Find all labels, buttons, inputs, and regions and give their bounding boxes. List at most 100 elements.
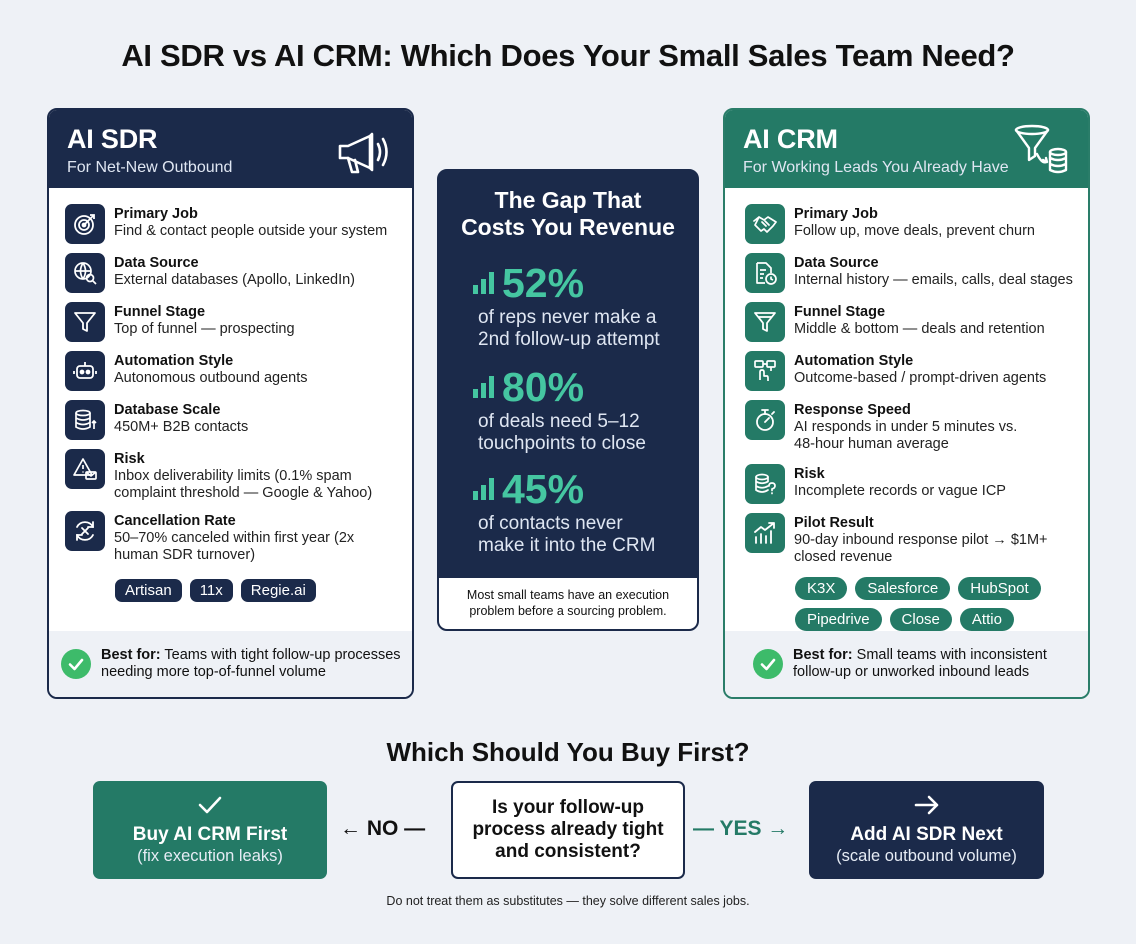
item-value: Internal history — emails, calls, deal s… <box>794 272 1073 288</box>
vendor-chip: HubSpot <box>958 577 1041 600</box>
gap-title: The Gap That Costs You Revenue <box>461 187 675 240</box>
list-item: Database Scale 450M+ B2B contacts <box>65 400 398 440</box>
item-label: Automation Style <box>114 353 234 369</box>
ai-sdr-best-for: Best for: Teams with tight follow-up pro… <box>49 631 412 697</box>
item-label: Data Source <box>794 255 879 271</box>
ai-crm-title: AI CRM <box>743 124 838 154</box>
list-item: Response Speed AI responds in under 5 mi… <box>745 400 1074 453</box>
ai-crm-card: AI CRM For Working Leads You Already Hav… <box>723 108 1090 699</box>
buy-crm-first-title: Buy AI CRM First <box>132 824 288 845</box>
workflow-icon <box>745 351 785 391</box>
item-value: Middle & bottom — deals and retention <box>794 321 1045 337</box>
item-value: Incomplete records or vague ICP <box>794 483 1006 499</box>
ai-sdr-card: AI SDR For Net-New Outbound Primary Job … <box>47 108 414 699</box>
warning-mail-icon <box>65 449 105 489</box>
arrow-right-icon <box>914 795 938 815</box>
best-for-label: Best for: <box>793 647 853 663</box>
list-item: Funnel Stage Top of funnel — prospecting <box>65 302 398 342</box>
footnote: Do not treat them as substitutes — they … <box>386 894 750 908</box>
item-value: 50–70% canceled within first year (2x hu… <box>114 530 355 563</box>
vendor-chip: K3X <box>795 577 848 600</box>
ai-crm-items: Primary Job Follow up, move deals, preve… <box>725 188 1088 566</box>
cancel-cycle-icon <box>65 511 105 551</box>
item-label: Primary Job <box>114 206 198 222</box>
item-value: Outcome-based / prompt-driven agents <box>794 370 1047 386</box>
list-item: Pilot Result 90-day inbound response pil… <box>745 513 1074 566</box>
item-value: Inbox deliverability limits (0.1% spam c… <box>114 468 373 501</box>
stat-item: 52% of reps never make a 2nd follow-up a… <box>473 261 688 351</box>
funnel-icon <box>745 302 785 342</box>
decision-question: Is your follow-up process already tight … <box>472 797 664 862</box>
vendor-chip: Pipedrive <box>795 608 882 631</box>
best-for-value: Teams with tight follow-up processes nee… <box>101 647 401 680</box>
ai-sdr-items: Primary Job Find & contact people outsid… <box>49 188 412 564</box>
handshake-icon <box>745 204 785 244</box>
yes-arrow-label: — YES → <box>693 817 789 840</box>
vendor-chip: Attio <box>959 608 1014 631</box>
checkmark-icon <box>198 796 222 814</box>
list-item: Risk Inbox deliverability limits (0.1% s… <box>65 449 398 502</box>
stat-item: 80% of deals need 5–12 touchpoints to cl… <box>473 365 668 455</box>
vendor-chip: Artisan <box>115 579 182 602</box>
megaphone-icon <box>338 132 388 174</box>
item-label: Automation Style <box>794 353 914 369</box>
buy-crm-first-subtitle: (fix execution leaks) <box>137 847 283 865</box>
ai-sdr-header: AI SDR For Net-New Outbound <box>49 110 412 188</box>
best-for-label: Best for: <box>101 647 161 663</box>
item-value: External databases (Apollo, LinkedIn) <box>114 272 356 288</box>
ai-crm-subtitle: For Working Leads You Already Have <box>743 159 1009 176</box>
ai-crm-vendor-chips: K3X Salesforce HubSpot Pipedrive Close A… <box>725 575 1088 631</box>
item-value: 90-day inbound response pilot → $1M+ clo… <box>794 532 1048 565</box>
funnel-icon <box>65 302 105 342</box>
stat-description: of reps never make a 2nd follow-up attem… <box>478 307 660 350</box>
item-label: Risk <box>114 451 145 467</box>
item-value: 450M+ B2B contacts <box>114 419 249 435</box>
no-arrow-label: ← NO — <box>340 817 426 840</box>
vendor-chip: 11x <box>189 579 233 602</box>
add-sdr-next-box: Add AI SDR Next (scale outbound volume) <box>809 781 1044 879</box>
list-item: Automation Style Autonomous outbound age… <box>65 351 398 391</box>
vendor-chip: Close <box>889 608 952 631</box>
item-label: Risk <box>794 466 825 482</box>
item-label: Primary Job <box>794 206 878 222</box>
ai-crm-header: AI CRM For Working Leads You Already Hav… <box>725 110 1088 188</box>
best-for-text: Best for: Small teams with inconsistent … <box>793 647 1063 681</box>
list-item: Risk Incomplete records or vague ICP <box>745 464 1074 504</box>
stat-description: of contacts never make it into the CRM <box>478 513 656 556</box>
add-sdr-next-title: Add AI SDR Next <box>850 824 1003 845</box>
item-label: Database Scale <box>114 402 221 418</box>
gap-note: Most small teams have an execution probl… <box>439 578 697 629</box>
item-value: Autonomous outbound agents <box>114 370 308 386</box>
item-label: Response Speed <box>794 402 911 418</box>
ai-sdr-title: AI SDR <box>67 124 158 154</box>
item-label: Funnel Stage <box>794 304 886 320</box>
funnel-database-icon <box>1014 124 1068 174</box>
database-question-icon <box>745 464 785 504</box>
item-value: AI responds in under 5 minutes vs. 48-ho… <box>794 419 1018 452</box>
stat-item: 45% of contacts never make it into the C… <box>473 467 674 557</box>
list-item: Cancellation Rate 50–70% canceled within… <box>65 511 398 564</box>
bar-chart-icon <box>473 478 494 500</box>
list-item: Funnel Stage Middle & bottom — deals and… <box>745 302 1074 342</box>
stat-value: 80% <box>502 364 585 410</box>
list-item: Primary Job Follow up, move deals, preve… <box>745 204 1074 244</box>
check-circle-icon <box>753 649 783 679</box>
best-for-value: Small teams with inconsistent follow-up … <box>793 647 1047 680</box>
document-clock-icon <box>745 253 785 293</box>
item-label: Cancellation Rate <box>114 513 236 529</box>
globe-search-icon <box>65 253 105 293</box>
ai-crm-best-for: Best for: Small teams with inconsistent … <box>725 631 1088 697</box>
vendor-chip: Salesforce <box>855 577 951 600</box>
item-label: Data Source <box>114 255 199 271</box>
list-item: Data Source External databases (Apollo, … <box>65 253 398 293</box>
stat-description: of deals need 5–12 touchpoints to close <box>478 411 646 454</box>
item-value: Find & contact people outside your syste… <box>114 223 388 239</box>
list-item: Primary Job Find & contact people outsid… <box>65 204 398 244</box>
target-icon <box>65 204 105 244</box>
list-item: Automation Style Outcome-based / prompt-… <box>745 351 1074 391</box>
page-title: AI SDR vs AI CRM: Which Does Your Small … <box>121 38 1015 73</box>
item-label: Pilot Result <box>794 515 874 531</box>
check-circle-icon <box>61 649 91 679</box>
decision-question-box: Is your follow-up process already tight … <box>451 781 685 879</box>
vendor-chip: Regie.ai <box>240 579 316 602</box>
